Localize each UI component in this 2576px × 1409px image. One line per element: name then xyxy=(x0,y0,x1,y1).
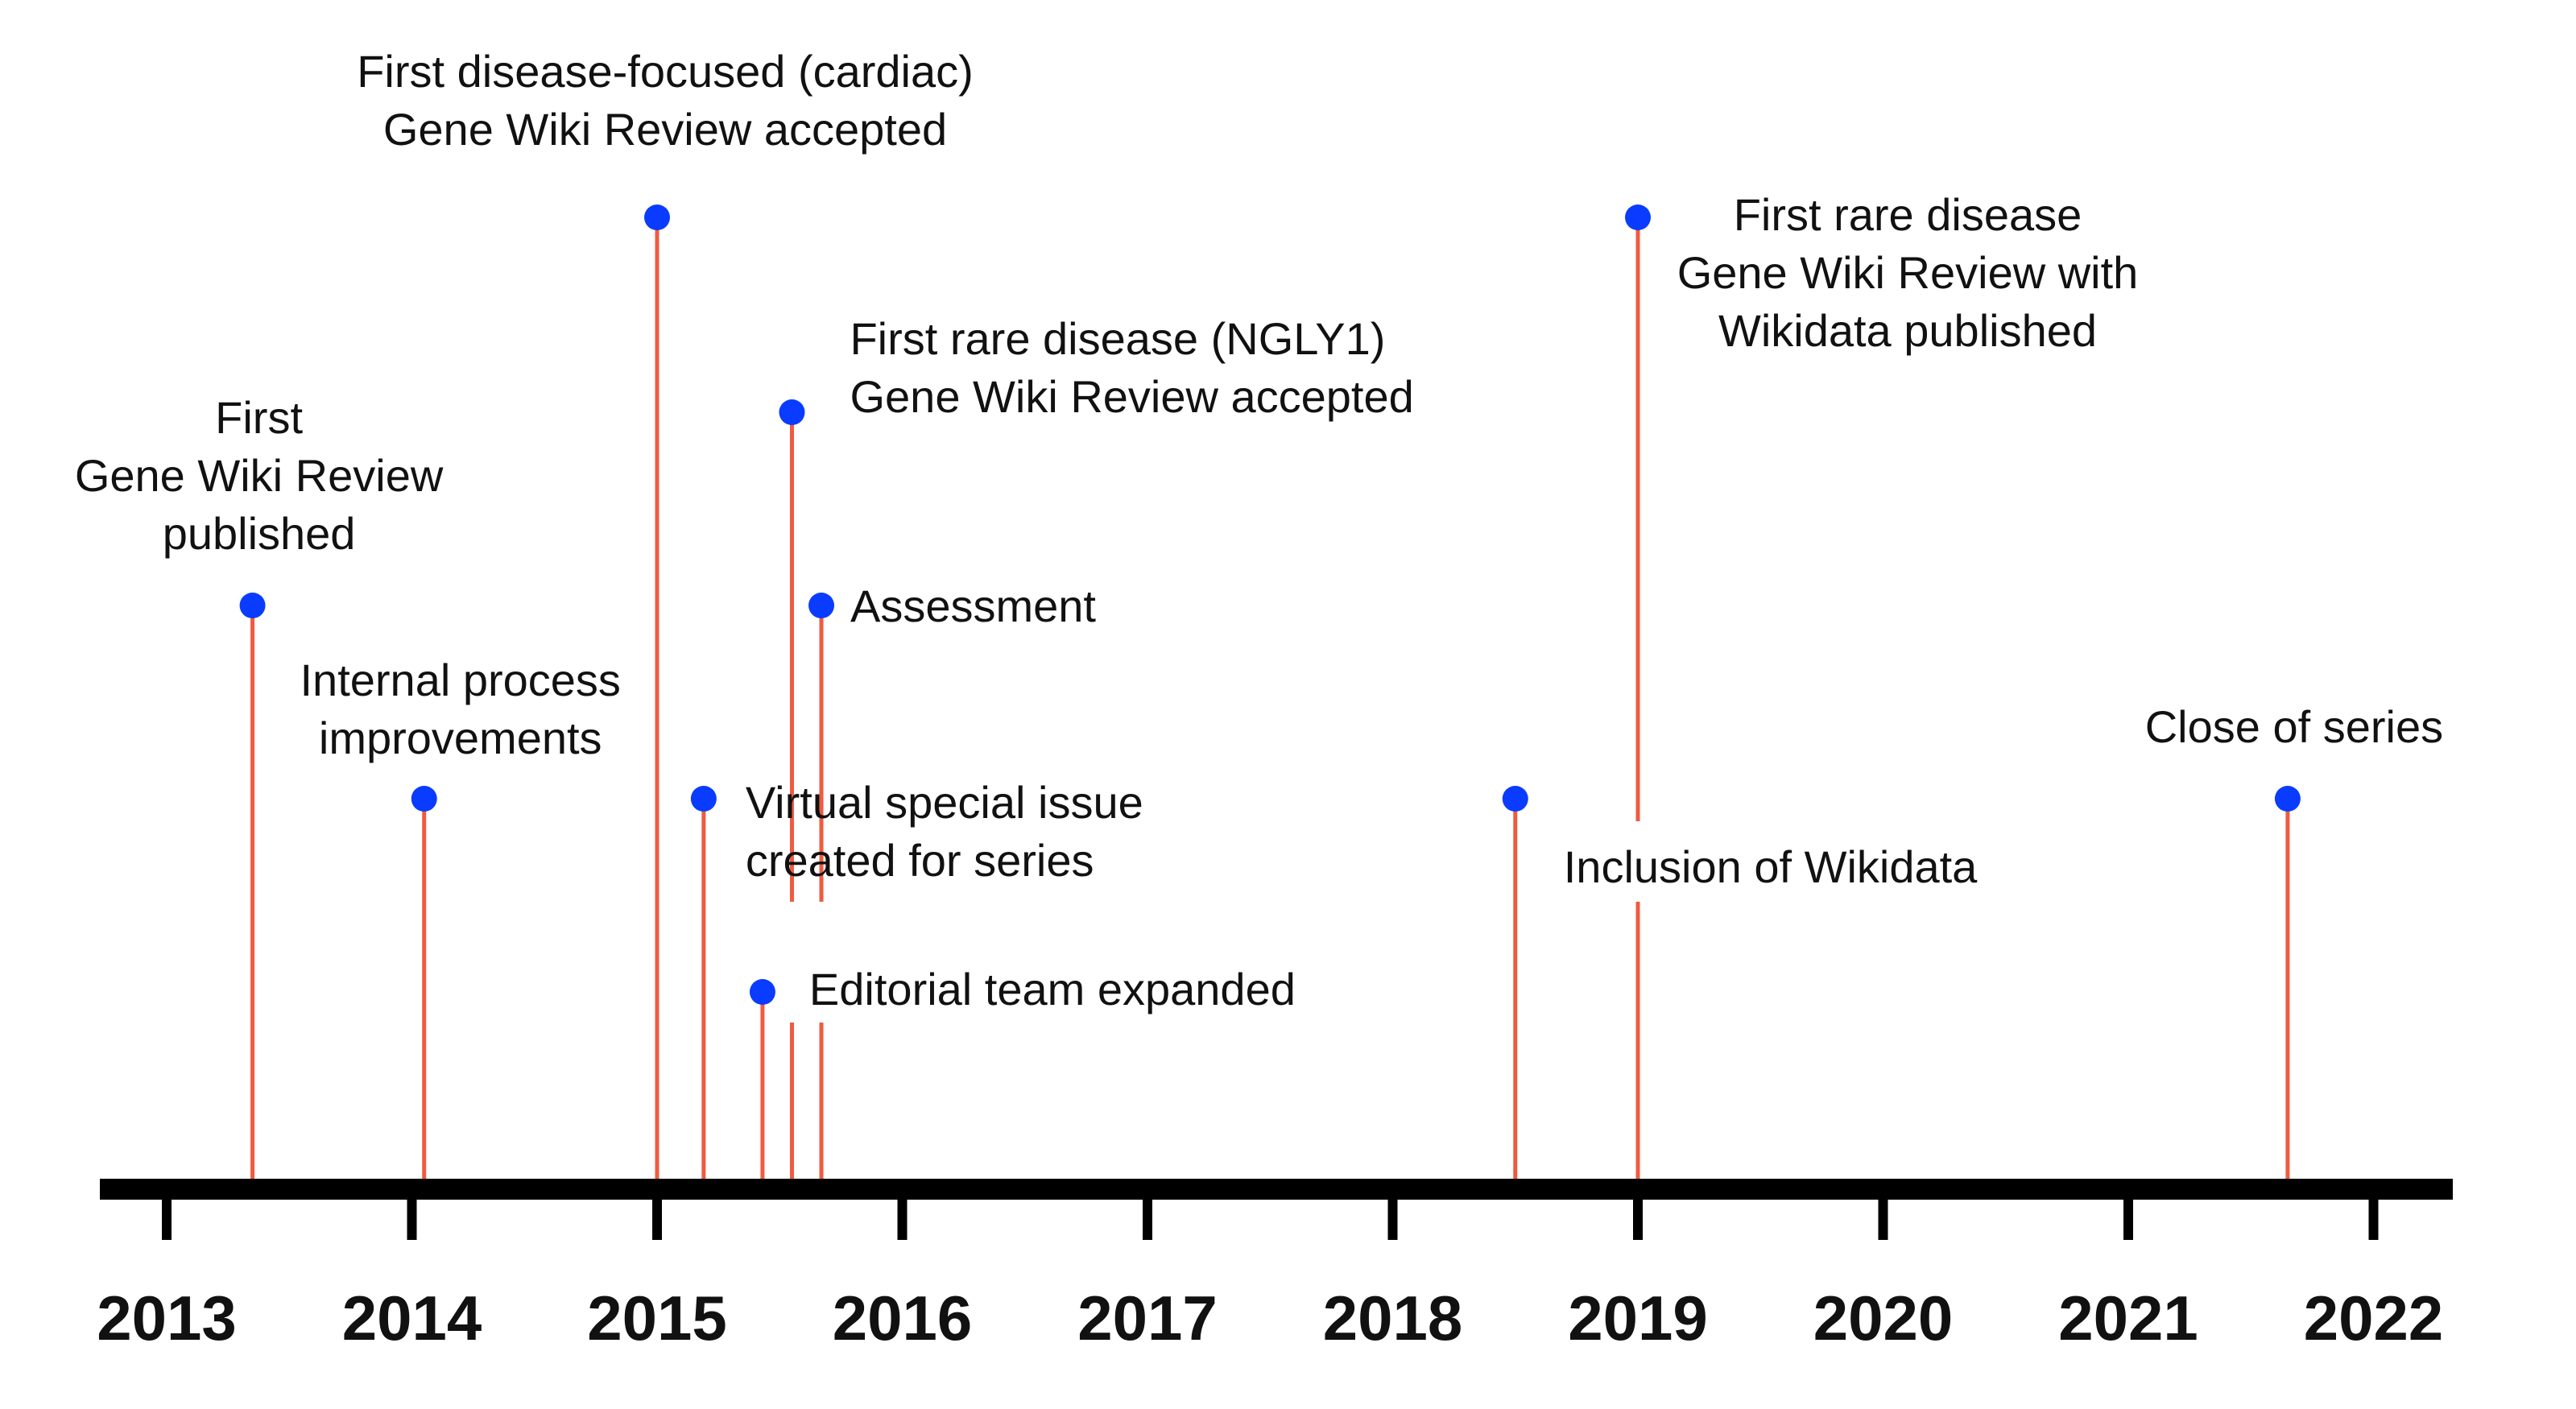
marker-rare-disease-wikidata xyxy=(1625,205,1651,230)
label-virtual-issue: Virtual special issue created for series xyxy=(734,773,1143,905)
year-tick xyxy=(2368,1195,2379,1240)
marker-assessment xyxy=(808,593,835,618)
year-labels: 2013 2014 2015 2016 2017 2018 2019 2020 2021 2022 xyxy=(97,1283,2443,1353)
stem-gap xyxy=(785,966,829,1023)
year-tick xyxy=(162,1195,172,1240)
label-line: Gene Wiki Review with xyxy=(1677,247,2139,298)
label-line: improvements xyxy=(319,713,602,763)
year-label: 2020 xyxy=(1813,1283,1954,1353)
marker-editorial-team xyxy=(749,979,775,1005)
year-tick xyxy=(1387,1195,1398,1240)
event-markers xyxy=(239,205,2301,1005)
year-label: 2017 xyxy=(1077,1283,1218,1353)
label-line: Virtual special issue xyxy=(746,777,1143,828)
label-editorial-team: Editorial team expanded xyxy=(797,960,1296,1034)
marker-cardiac-review xyxy=(644,205,670,230)
event-stems xyxy=(250,217,2290,1179)
label-line: Gene Wiki Review accepted xyxy=(383,104,947,155)
label-line: First xyxy=(215,392,303,443)
label-line: published xyxy=(163,508,356,559)
label-line: Internal process xyxy=(300,655,621,705)
year-tick xyxy=(652,1195,662,1240)
year-label: 2014 xyxy=(342,1283,482,1353)
label-close-of-series: Close of series xyxy=(2145,701,2443,752)
year-label: 2015 xyxy=(587,1283,727,1353)
label-line: Gene Wiki Review accepted xyxy=(850,371,1413,422)
label-backdrop xyxy=(797,960,806,1034)
marker-close-of-series xyxy=(2274,786,2301,812)
label-line: First rare disease xyxy=(1734,189,2082,240)
year-tick xyxy=(897,1195,908,1240)
stem-gap xyxy=(755,902,829,970)
label-line: Close of series xyxy=(2145,701,2443,752)
marker-ngly1-review xyxy=(779,399,805,425)
label-line: First disease-focused (cardiac) xyxy=(357,46,974,97)
label-wikidata-inclusion: Inclusion of Wikidata xyxy=(1552,837,1978,911)
label-ngly1-review: First rare disease (NGLY1) Gene Wiki Revi… xyxy=(850,313,1413,422)
year-tick xyxy=(407,1195,417,1240)
year-label: 2021 xyxy=(2058,1283,2198,1353)
year-tick xyxy=(2123,1195,2133,1240)
label-line: Inclusion of Wikidata xyxy=(1564,841,1978,892)
event-labels: First Gene Wiki Review published Internal p… xyxy=(75,46,2443,1034)
stem-gap xyxy=(1631,821,1644,902)
year-label: 2018 xyxy=(1323,1283,1463,1353)
label-cardiac-review: First disease-focused (cardiac) Gene Wiki… xyxy=(357,46,974,155)
label-line: Wikidata published xyxy=(1718,305,2097,356)
label-line: Gene Wiki Review xyxy=(75,450,444,501)
year-label: 2016 xyxy=(833,1283,973,1353)
label-line: Assessment xyxy=(850,581,1096,631)
label-rare-disease-wikidata: First rare disease Gene Wiki Review with W… xyxy=(1677,189,2139,356)
label-assessment: Assessment xyxy=(850,581,1096,631)
year-label: 2022 xyxy=(2304,1283,2444,1353)
year-tick xyxy=(1878,1195,1888,1240)
year-ticks xyxy=(162,1195,2379,1240)
label-line: First rare disease (NGLY1) xyxy=(850,313,1385,364)
label-internal-process: Internal process improvements xyxy=(300,655,621,763)
year-label: 2013 xyxy=(97,1283,237,1353)
label-backdrop xyxy=(734,773,742,905)
marker-wikidata-inclusion xyxy=(1502,786,1528,812)
year-tick xyxy=(1633,1195,1643,1240)
marker-virtual-issue xyxy=(690,786,717,812)
marker-first-review xyxy=(239,593,266,618)
year-label: 2019 xyxy=(1568,1283,1708,1353)
label-backdrop xyxy=(1552,837,1561,911)
marker-internal-process xyxy=(411,786,437,812)
year-tick xyxy=(1143,1195,1152,1240)
timeline-axis xyxy=(100,1179,2453,1200)
label-line: Editorial team expanded xyxy=(809,964,1296,1014)
label-first-review: First Gene Wiki Review published xyxy=(75,392,444,559)
label-line: created for series xyxy=(746,835,1094,886)
